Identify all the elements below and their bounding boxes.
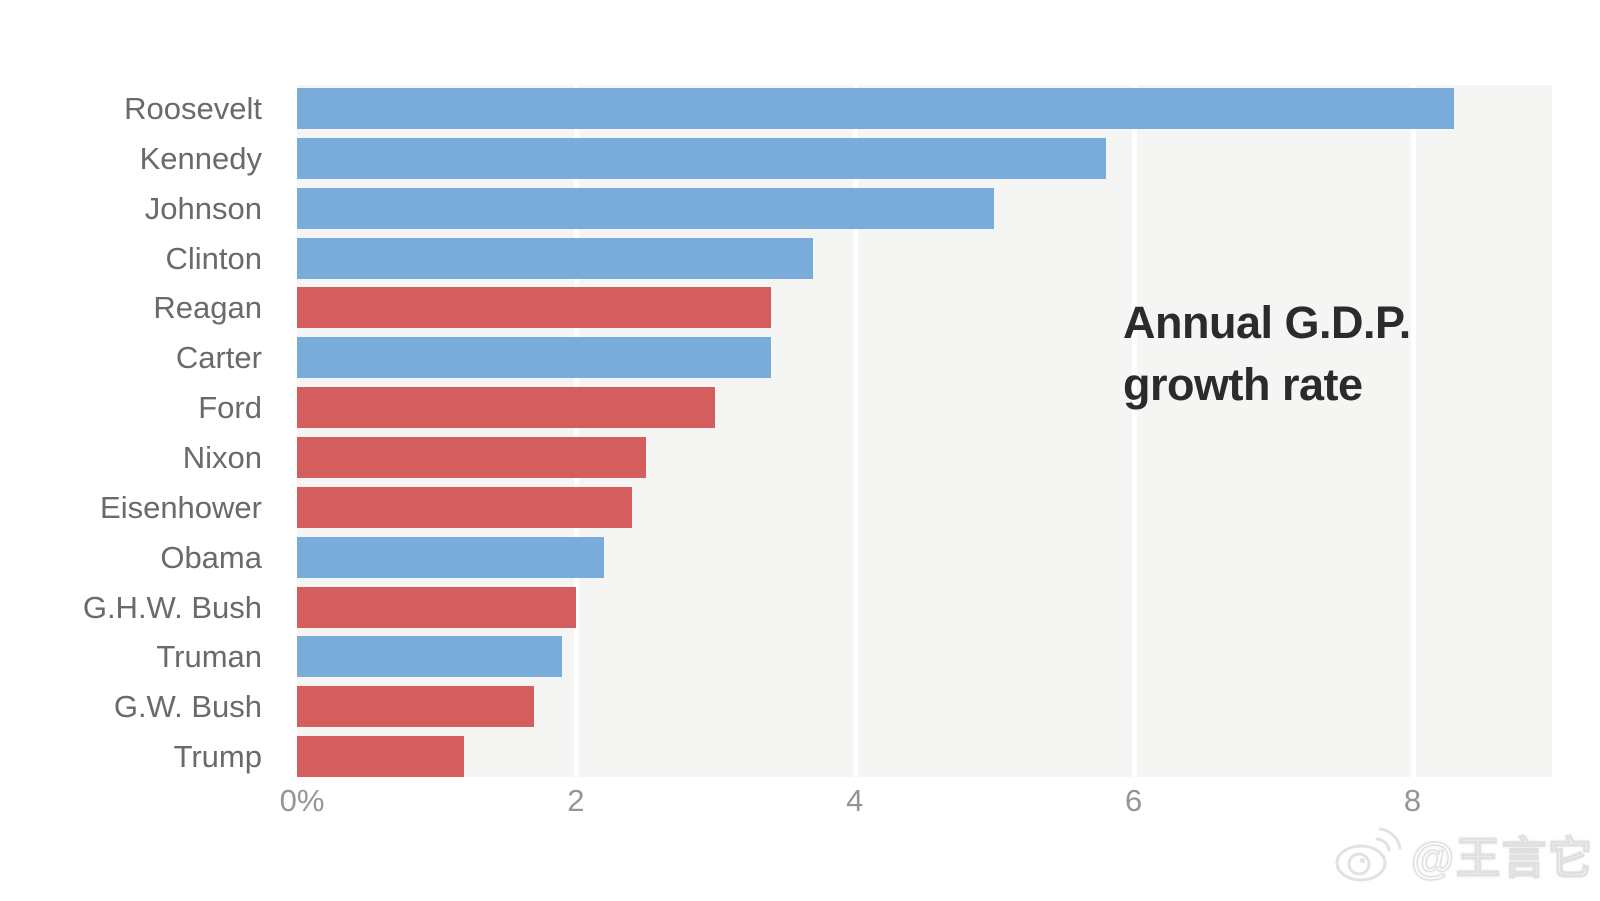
bar-eisenhower xyxy=(297,486,632,528)
chart-title-line1: Annual G.D.P. xyxy=(1123,297,1411,348)
x-tick-8: 8 xyxy=(1403,783,1422,818)
category-label-obama: Obama xyxy=(160,539,262,575)
category-label-trump: Trump xyxy=(173,739,262,775)
category-label-nixon: Nixon xyxy=(182,439,262,475)
category-label-g-h-w-bush: G.H.W. Bush xyxy=(82,589,262,625)
x-tick-6: 6 xyxy=(1125,783,1143,818)
category-label-kennedy: Kennedy xyxy=(139,140,262,176)
category-label-ford: Ford xyxy=(198,390,262,426)
bar-nixon xyxy=(297,436,646,478)
x-tick-4: 4 xyxy=(846,783,864,818)
watermark: @王言它 xyxy=(1333,822,1594,886)
bar-carter xyxy=(297,337,772,379)
bar-g-h-w-bush xyxy=(297,586,576,628)
category-label-g-w-bush: G.W. Bush xyxy=(113,689,262,725)
bar-johnson xyxy=(297,187,995,229)
watermark-text: @王言它 xyxy=(1410,833,1594,884)
category-label-roosevelt: Roosevelt xyxy=(124,91,262,126)
bar-ford xyxy=(297,387,716,429)
x-tick-2: 2 xyxy=(567,783,585,818)
category-label-truman: Truman xyxy=(156,639,262,675)
category-label-eisenhower: Eisenhower xyxy=(100,489,262,525)
gridline-6 xyxy=(1131,85,1137,777)
chart-title: Annual G.D.P. growth rate xyxy=(1123,292,1411,416)
category-label-johnson: Johnson xyxy=(144,190,262,226)
bar-reagan xyxy=(297,287,772,329)
category-label-carter: Carter xyxy=(175,340,262,376)
plot-area xyxy=(297,85,1552,778)
bar-trump xyxy=(297,736,465,778)
category-label-reagan: Reagan xyxy=(153,290,262,326)
bar-roosevelt xyxy=(297,88,1455,129)
bar-clinton xyxy=(297,237,813,279)
category-label-clinton: Clinton xyxy=(165,240,263,276)
gridline-8 xyxy=(1410,85,1416,777)
bar-obama xyxy=(297,536,604,578)
gridline-2 xyxy=(573,85,579,777)
x-tick-0: 0% xyxy=(279,783,325,818)
weibo-icon xyxy=(1335,827,1402,882)
chart-title-line2: growth rate xyxy=(1123,359,1363,410)
bar-g-w-bush xyxy=(297,686,535,728)
gridline-4 xyxy=(852,85,858,777)
bar-truman xyxy=(297,636,562,678)
bar-kennedy xyxy=(297,137,1106,179)
